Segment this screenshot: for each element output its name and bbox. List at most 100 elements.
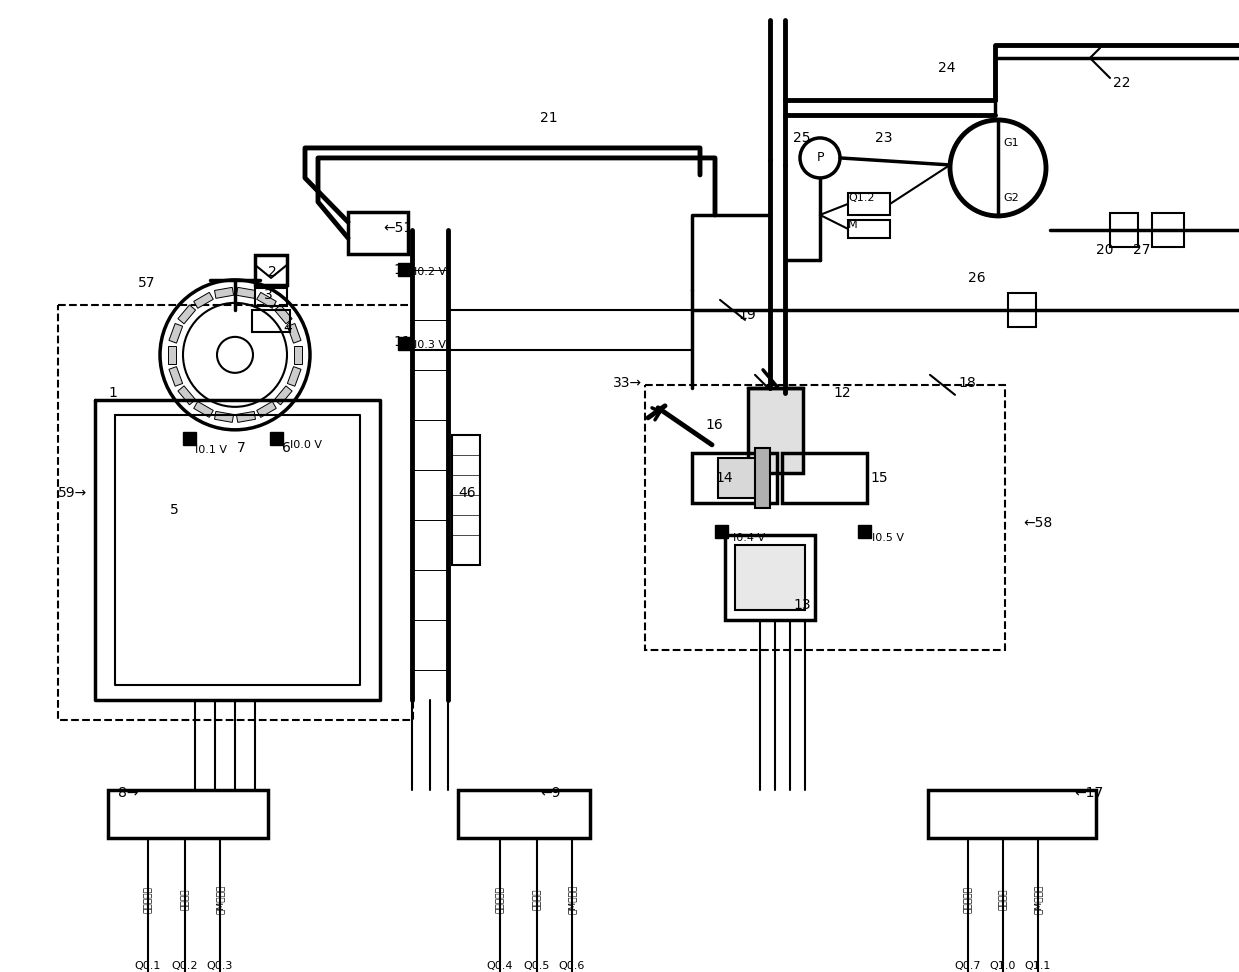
Text: 26: 26	[968, 271, 986, 285]
Text: G1: G1	[1004, 138, 1018, 148]
Text: Q0.2: Q0.2	[172, 960, 198, 971]
Text: （M制动）: （M制动）	[1033, 885, 1042, 915]
Text: 57: 57	[138, 276, 156, 290]
Text: Q1.0: Q1.0	[990, 960, 1016, 971]
Bar	[214, 411, 234, 423]
Bar	[398, 337, 411, 350]
Text: Q1.2: Q1.2	[847, 192, 875, 203]
Bar	[252, 310, 290, 331]
Bar	[735, 544, 805, 609]
Text: 2: 2	[268, 265, 276, 279]
Text: （方向）: （方向）	[999, 889, 1007, 911]
Text: Q0.7: Q0.7	[955, 960, 981, 971]
Text: 24: 24	[938, 61, 955, 75]
Text: 14: 14	[715, 470, 732, 485]
Text: Q0.3: Q0.3	[207, 960, 233, 971]
Text: 19: 19	[738, 308, 756, 322]
Text: （M制动）: （M制动）	[567, 885, 576, 915]
Text: 6: 6	[282, 441, 291, 455]
Text: ←58: ←58	[1023, 516, 1052, 530]
Text: 7: 7	[237, 441, 245, 455]
Text: Q0.1: Q0.1	[135, 960, 161, 971]
Text: Q0.6: Q0.6	[559, 960, 585, 971]
Bar	[214, 288, 234, 298]
Text: 25: 25	[793, 131, 810, 145]
Text: 20: 20	[1097, 243, 1114, 257]
Text: 27: 27	[1132, 243, 1151, 257]
Bar	[237, 411, 255, 423]
Text: 11: 11	[393, 335, 411, 349]
Bar	[452, 434, 479, 565]
Bar	[398, 262, 411, 276]
Bar	[458, 789, 590, 838]
Bar	[1009, 293, 1036, 327]
Bar	[693, 453, 777, 503]
Text: I0.1 V: I0.1 V	[195, 445, 227, 455]
Text: （方向）: （方向）	[533, 889, 541, 911]
Text: 8→: 8→	[118, 785, 139, 800]
Bar	[847, 220, 890, 238]
Bar	[256, 293, 276, 308]
Text: Q0.4: Q0.4	[487, 960, 513, 971]
Bar	[1110, 213, 1137, 247]
Text: 59→: 59→	[58, 486, 87, 500]
Text: G2: G2	[1004, 192, 1018, 203]
Text: I0.5 V: I0.5 V	[872, 533, 904, 542]
Bar	[287, 366, 301, 386]
Text: 16: 16	[705, 418, 722, 432]
Bar	[782, 453, 867, 503]
Text: 3: 3	[264, 288, 273, 302]
Text: 13: 13	[793, 598, 810, 611]
Text: 22: 22	[1113, 76, 1130, 90]
Bar	[237, 288, 255, 298]
Bar	[287, 324, 301, 343]
Text: ←51: ←51	[383, 221, 413, 235]
Bar	[183, 432, 196, 445]
Text: P: P	[817, 152, 824, 164]
Text: 18: 18	[958, 376, 976, 390]
Text: I0.0 V: I0.0 V	[290, 439, 322, 450]
Bar	[169, 366, 182, 386]
Bar	[255, 288, 287, 306]
Bar	[928, 789, 1097, 838]
Bar	[274, 305, 292, 324]
Text: I0.3 V: I0.3 V	[414, 340, 446, 350]
Text: 33→: 33→	[613, 376, 642, 390]
Text: 15: 15	[870, 470, 887, 485]
Bar	[717, 458, 768, 498]
Bar	[270, 432, 282, 445]
Bar	[348, 212, 408, 254]
Bar	[294, 346, 302, 364]
Bar	[178, 386, 196, 404]
Bar	[169, 324, 182, 343]
Bar	[847, 192, 890, 215]
Text: （M制动）: （M制动）	[216, 885, 224, 915]
Bar	[108, 789, 268, 838]
Bar	[193, 293, 213, 308]
Text: I0.2 V: I0.2 V	[414, 267, 446, 277]
Text: （脱气中）: （脱气中）	[496, 886, 504, 913]
Bar	[193, 401, 213, 417]
Text: Q0.5: Q0.5	[524, 960, 550, 971]
Bar	[255, 255, 287, 285]
Text: ←17: ←17	[1074, 785, 1103, 800]
Bar	[1152, 213, 1184, 247]
Bar	[748, 388, 803, 472]
Text: I0.4 V: I0.4 V	[733, 533, 766, 542]
Text: 46: 46	[458, 486, 476, 500]
Bar	[178, 305, 196, 324]
Text: M: M	[847, 220, 857, 230]
Bar	[715, 525, 729, 538]
Text: 1: 1	[108, 386, 116, 399]
Text: ←9: ←9	[540, 785, 560, 800]
Text: （脱气中）: （脱气中）	[144, 886, 152, 913]
Text: Q1.1: Q1.1	[1025, 960, 1051, 971]
Text: 4: 4	[282, 321, 291, 335]
Bar	[857, 525, 871, 538]
Bar	[755, 448, 769, 507]
Bar	[169, 346, 176, 364]
Text: 12: 12	[833, 386, 851, 399]
Text: （方向）: （方向）	[181, 889, 190, 911]
Bar	[256, 401, 276, 417]
Text: 23: 23	[875, 131, 892, 145]
